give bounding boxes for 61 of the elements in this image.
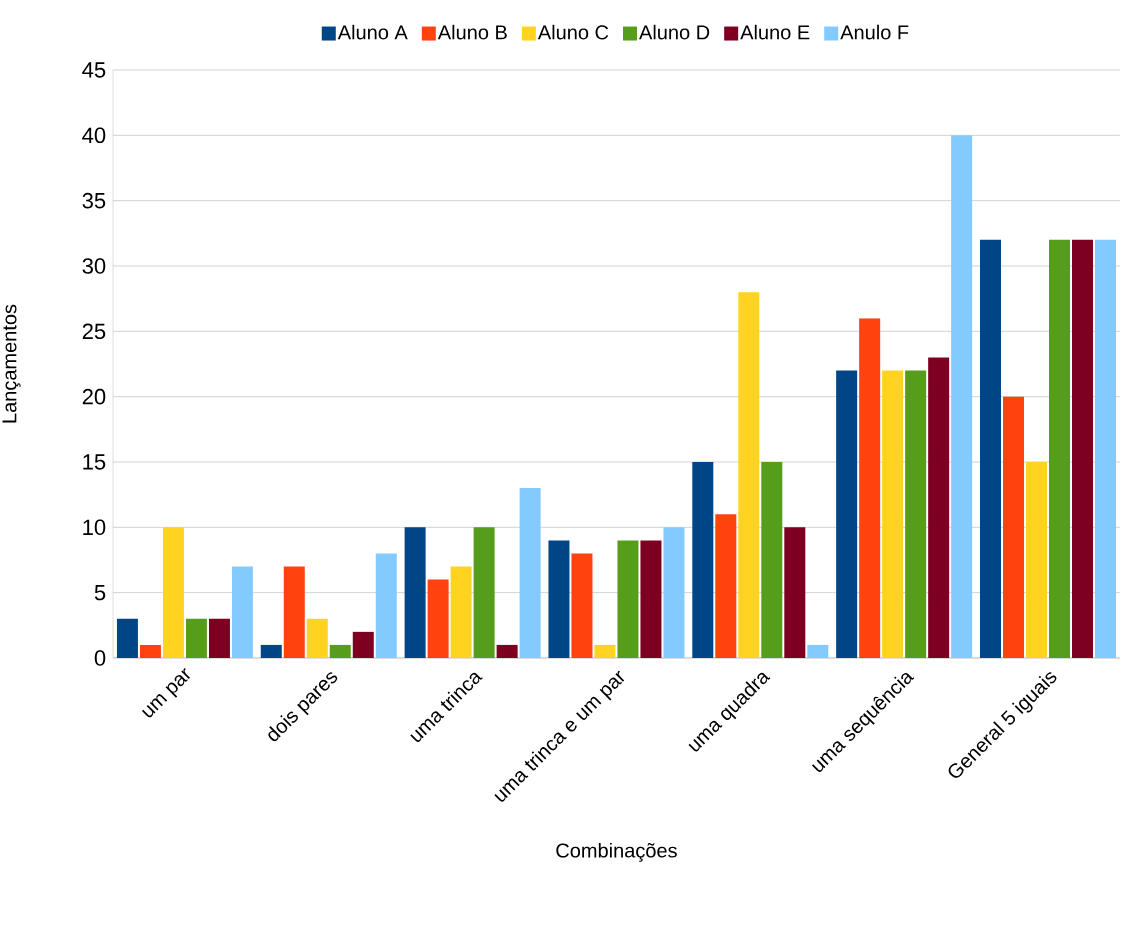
x-tick-label: um par <box>141 668 191 718</box>
bar <box>594 644 616 658</box>
bar <box>404 527 426 658</box>
bar <box>692 461 714 658</box>
bar <box>905 370 927 658</box>
bar <box>496 644 518 658</box>
y-axis-title: Lançamentos <box>2 304 21 423</box>
y-tick-label: 35 <box>82 192 106 209</box>
y-tick-label: 10 <box>83 519 106 536</box>
legend-label: Aluno E <box>740 24 810 40</box>
legend-label: Aluno C <box>537 24 609 40</box>
x-axis-title: Combinações <box>556 842 677 862</box>
bar <box>761 461 783 658</box>
bar <box>979 239 1001 658</box>
bar <box>548 540 570 658</box>
y-tick-label: 15 <box>83 454 106 470</box>
bar <box>231 566 253 658</box>
y-tick-label: 45 <box>82 62 106 78</box>
bar <box>715 514 737 658</box>
bar <box>352 631 374 658</box>
bar <box>784 527 806 658</box>
bar <box>375 553 397 658</box>
bar <box>882 370 904 658</box>
bar <box>1025 461 1047 658</box>
bar <box>1002 396 1024 658</box>
bar <box>1094 239 1116 658</box>
bar <box>208 618 230 658</box>
bar <box>928 357 950 658</box>
bar <box>1071 239 1093 658</box>
legend-label: Anulo F <box>840 24 909 40</box>
bar <box>951 135 973 658</box>
y-tick-label: 40 <box>82 127 106 144</box>
legend-label: Aluno A <box>337 24 408 40</box>
bar <box>329 644 351 658</box>
bar <box>519 488 541 658</box>
bar <box>571 553 593 658</box>
bar <box>617 540 639 658</box>
bar <box>162 527 184 658</box>
bar <box>260 644 282 658</box>
y-tick-label: 20 <box>82 388 106 405</box>
bar <box>738 292 760 658</box>
bar <box>306 618 328 658</box>
y-tick-label: 0 <box>94 650 106 666</box>
bar <box>116 618 138 658</box>
bar <box>283 566 305 658</box>
bar <box>139 644 161 658</box>
bar <box>836 370 858 658</box>
bar <box>807 644 829 658</box>
bar <box>450 566 472 658</box>
bar <box>640 540 662 658</box>
bar <box>859 318 881 658</box>
bar <box>427 579 449 658</box>
y-tick-label: 30 <box>82 258 106 274</box>
legend-label: Aluno B <box>437 24 507 40</box>
bar <box>1048 239 1070 658</box>
bar <box>473 527 495 658</box>
y-tick-label: 5 <box>94 584 106 601</box>
y-tick-label: 25 <box>82 323 106 340</box>
bar <box>663 527 685 658</box>
bar <box>185 618 207 658</box>
legend-label: Aluno D <box>639 24 710 40</box>
